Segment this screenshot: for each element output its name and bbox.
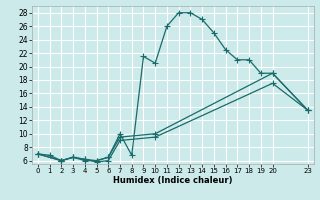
X-axis label: Humidex (Indice chaleur): Humidex (Indice chaleur) (113, 176, 233, 185)
